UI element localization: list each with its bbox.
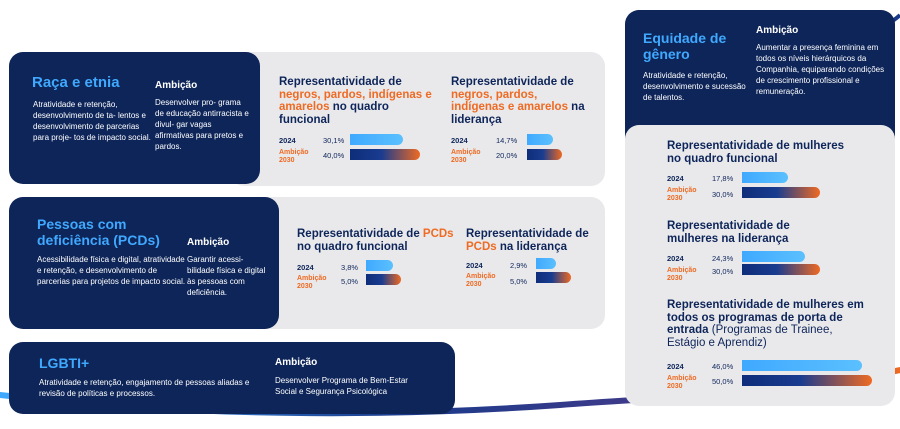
- pcd-metric1-bar-target: [366, 274, 401, 285]
- genero-metric2-target: 30,0%: [712, 267, 734, 276]
- pcd-metric2-bar-target: [536, 272, 571, 283]
- genero-metric3-ambicao: Ambição 2030: [667, 375, 697, 390]
- raca-metric1-current: 30,1%: [323, 136, 345, 145]
- pcd-ambicao-label: Ambição: [187, 237, 230, 248]
- pcd-ambicao-text: Garantir acessi- bilidade física e digit…: [187, 255, 266, 297]
- pcd-metric2-target: 5,0%: [510, 277, 528, 286]
- genero-metric3-year: 2024: [667, 362, 684, 371]
- pcd-metric1-title: Representatividade de PCDs no quadro fun…: [297, 228, 454, 253]
- pcd-metric1-current: 3,8%: [341, 263, 359, 272]
- pcd-metric2-bar-current: [536, 258, 557, 269]
- genero-metric2-bar-target: [742, 264, 820, 275]
- raca-card: Raça e etnia Atratividade e retenção, de…: [9, 52, 260, 184]
- genero-metric2-current: 24,3%: [712, 254, 734, 263]
- genero-metric1-bar-current: [742, 172, 789, 183]
- genero-metric3-bar-current: [742, 360, 862, 371]
- genero-metric3-target: 50,0%: [712, 377, 734, 386]
- raca-metric1-target: 40,0%: [323, 151, 345, 160]
- lgbti-ambicao-label: Ambição: [275, 357, 318, 368]
- pcd-metric1-target: 5,0%: [341, 277, 359, 286]
- raca-metric1-bar-target: [350, 149, 420, 160]
- genero-metric3-current: 46,0%: [712, 362, 734, 371]
- raca-metric2-current: 14,7%: [496, 136, 518, 145]
- raca-metric1-bar-current: [350, 134, 403, 145]
- genero-metric3-title: Representatividade de mulheres em todos …: [667, 299, 864, 349]
- raca-metric2-title: Representatividade de negros, pardos, in…: [451, 76, 585, 126]
- pcd-title: Pessoas com deficiência (PCDs): [37, 216, 160, 248]
- raca-ambicao-text: Desenvolver pro- grama de educação antir…: [155, 98, 249, 151]
- genero-metric2-ambicao: Ambição 2030: [667, 267, 697, 282]
- genero-metric2-bar-current: [742, 251, 806, 262]
- genero-metric1-ambicao: Ambição 2030: [667, 187, 697, 202]
- genero-description: Atratividade e retenção, desenvolvimento…: [643, 71, 746, 102]
- raca-description: Atratividade e retenção, desenvolvimento…: [33, 100, 151, 142]
- pcd-card: Pessoas com deficiência (PCDs) Acessibil…: [9, 197, 279, 329]
- genero-metric1-current: 17,8%: [712, 174, 734, 183]
- raca-metrics-panel: [230, 52, 605, 186]
- raca-ambicao-label: Ambição: [155, 80, 198, 91]
- genero-metric1-bar-target: [742, 187, 820, 198]
- raca-metric2-year: 2024: [451, 136, 468, 145]
- genero-ambicao-text: Aumentar a presença feminina em todos os…: [756, 43, 885, 96]
- pcd-metric1-bar-current: [366, 260, 393, 271]
- pcd-metric2-title: Representatividade de PCDs na liderança: [466, 228, 589, 253]
- lgbti-description: Atratividade e retenção, engajamento de …: [39, 378, 250, 398]
- pcd-metric2-year: 2024: [466, 261, 483, 270]
- raca-metric1-ambicao: Ambição 2030: [279, 149, 309, 164]
- genero-ambicao-label: Ambição: [756, 25, 799, 36]
- pcd-description: Acessibilidade física e digital, atrativ…: [37, 255, 186, 286]
- lgbti-ambicao-text: Desenvolver Programa de Bem-Estar Social…: [275, 376, 408, 396]
- genero-metric3-bar-target: [742, 375, 872, 386]
- genero-metric2-year: 2024: [667, 254, 684, 263]
- genero-metric1-year: 2024: [667, 174, 684, 183]
- pcd-metric2-current: 2,9%: [510, 261, 528, 270]
- raca-title: Raça e etnia: [32, 74, 120, 91]
- pcd-metric1-year: 2024: [297, 263, 314, 272]
- genero-metric1-target: 30,0%: [712, 190, 734, 199]
- pcd-metric2-ambicao: Ambição 2030: [466, 273, 496, 288]
- raca-metric2-bar-target: [527, 149, 562, 160]
- genero-metric2-title: Representatividade de mulheres na lidera…: [667, 220, 790, 245]
- pcd-metric1-ambicao: Ambição 2030: [297, 275, 327, 290]
- genero-metric1-title: Representatividade de mulheres no quadro…: [667, 140, 845, 165]
- raca-metric1-title: Representatividade de negros, pardos, in…: [279, 76, 432, 126]
- raca-metric2-target: 20,0%: [496, 151, 518, 160]
- genero-title: Equidade de gênero: [643, 30, 727, 62]
- raca-metric2-ambicao: Ambição 2030: [451, 149, 481, 164]
- lgbti-card: LGBTI+ Atratividade e retenção, engajame…: [9, 342, 455, 414]
- raca-metric2-bar-current: [527, 134, 553, 145]
- raca-metric1-year: 2024: [279, 136, 296, 145]
- lgbti-title: LGBTI+: [39, 355, 90, 371]
